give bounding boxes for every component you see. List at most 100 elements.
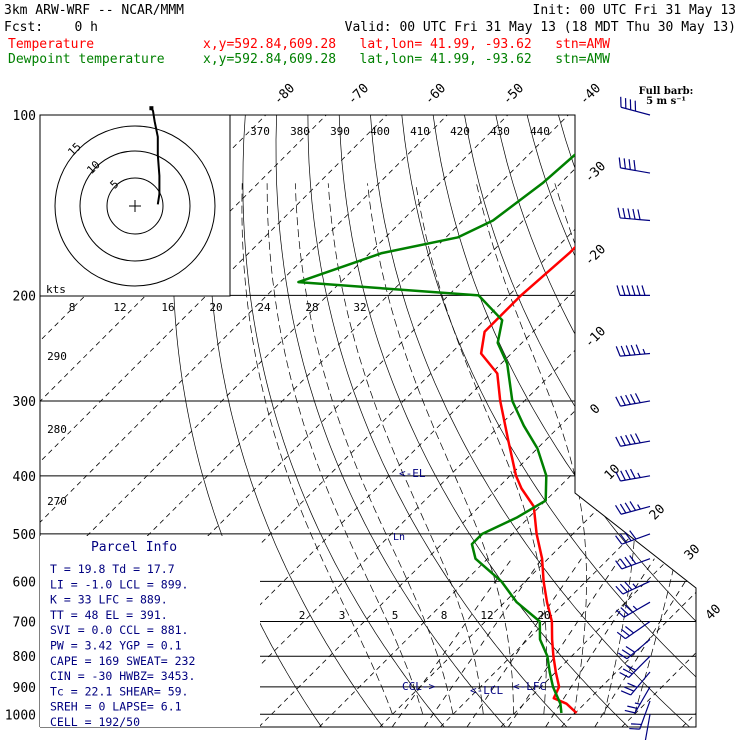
- isotherm: [440, 115, 696, 727]
- init-time: Init: 00 UTC Fri 31 May 13: [533, 3, 737, 18]
- parcel-row: CELL = 192/50: [50, 715, 140, 729]
- dry-adiabat: [432, 115, 696, 727]
- mixing-ratio-label: 8: [441, 609, 448, 622]
- mixing-ratio-label: 12: [480, 609, 493, 622]
- lfc-marker: <-LFC: [513, 680, 546, 693]
- theta-label: 400: [370, 125, 390, 138]
- theta-label: 420: [450, 125, 470, 138]
- barb-legend-unit: 5 m s⁻¹: [646, 96, 686, 107]
- wind-barb-icon: [615, 433, 651, 447]
- dry-adiabat: [275, 115, 506, 727]
- mixing-ratio-top-label: 20: [209, 301, 222, 314]
- hodograph-unit: kts: [46, 283, 66, 296]
- wind-barb-icon: [615, 344, 651, 357]
- isotherm: [40, 115, 509, 727]
- mixing-ratio-line: [424, 558, 543, 727]
- mixing-ratio-top-label: 16: [161, 301, 174, 314]
- theta-side-label: 290: [47, 350, 67, 363]
- parcel-row: K = 33 LFC = 889.: [50, 593, 168, 607]
- wind-barb-icon: [619, 655, 651, 678]
- isotherm: [40, 115, 388, 727]
- ccl-marker: CCL->: [402, 680, 435, 693]
- theta-label: 370: [250, 125, 270, 138]
- wind-barb-icon: [617, 207, 651, 222]
- hodograph-trace: [150, 107, 161, 205]
- hodograph-ring: [106, 177, 164, 235]
- wind-barb-icon: [615, 501, 651, 515]
- pressure-label: 800: [13, 650, 36, 665]
- moist-adiabat: [294, 183, 454, 715]
- wind-barb-icon: [629, 700, 651, 730]
- wind-barb-icon: [620, 96, 651, 116]
- dewpoint-profile: [297, 115, 618, 714]
- dry-adiabat: [242, 115, 445, 727]
- mixing-ratio-line: [466, 558, 582, 727]
- mixing-ratio-label: 5: [392, 609, 399, 622]
- parcel-row: SVI = 0.0 CCL = 881.: [50, 623, 188, 637]
- wind-barb-icon: [615, 393, 651, 407]
- mixing-ratio-label: 2: [299, 609, 306, 622]
- parcel-row: CIN = -30 HWBZ= 3453.: [50, 669, 195, 683]
- barb-legend-title: Full barb:: [639, 86, 694, 97]
- moist-adiabat: [241, 183, 393, 715]
- pressure-label: 900: [13, 681, 36, 696]
- wind-barb-icon: [615, 580, 651, 595]
- pressure-label: 600: [13, 575, 36, 590]
- ln-marker: Ln: [393, 532, 405, 543]
- parcel-row: T = 19.8 Td = 17.7: [50, 562, 175, 576]
- dry-adiabat: [401, 115, 696, 727]
- mixing-ratio-line: [507, 558, 621, 727]
- dry-adiabat: [338, 115, 629, 727]
- valid-time: Valid: 00 UTC Fri 31 May 13 (18 MDT Thu …: [345, 20, 736, 35]
- dry-adiabat: [307, 115, 568, 727]
- wind-barb-icon: [615, 555, 651, 570]
- isotherm: [258, 115, 696, 727]
- isotherm: [500, 115, 696, 727]
- parcel-row: Tc = 22.1 SHEAR= 59.: [50, 684, 188, 698]
- pressure-label: 400: [13, 470, 36, 485]
- hodograph-ring: [79, 150, 191, 262]
- parcel-info-title: Parcel Info: [91, 540, 177, 555]
- dewpoint-location: x,y=592.84,609.28 lat,lon= 41.99, -93.62…: [203, 52, 610, 67]
- hodograph-ring: [54, 125, 216, 287]
- parcel-info-panel: [40, 536, 260, 727]
- dry-adiabat: [370, 115, 690, 727]
- moist-adiabat: [415, 183, 547, 715]
- pressure-label: 500: [13, 528, 36, 543]
- theta-side-label: 280: [47, 423, 67, 436]
- parcel-row: PW = 3.42 YGP = 0.1: [50, 639, 182, 653]
- pressure-label: 100: [13, 109, 36, 124]
- el-marker: <-EL: [399, 467, 426, 480]
- theta-label: 430: [490, 125, 510, 138]
- parcel-row: CAPE = 169 SWEAT= 232: [50, 654, 195, 668]
- pressure-label: 700: [13, 615, 36, 630]
- mixing-ratio-label: 3: [339, 609, 346, 622]
- temperature-legend: Temperature: [8, 37, 94, 52]
- wind-barb-icon: [615, 530, 651, 545]
- lcl-marker: <-LCL: [470, 684, 503, 697]
- theta-side-label: 270: [47, 495, 67, 508]
- theta-label: 380: [290, 125, 310, 138]
- wind-barb-icon: [616, 620, 651, 640]
- moist-adiabat: [476, 183, 587, 715]
- moist-adiabat: [327, 183, 484, 715]
- mixing-ratio-line: [594, 558, 696, 727]
- theta-label: 440: [530, 125, 550, 138]
- wind-barb-icon: [617, 638, 651, 660]
- mixing-ratio-line: [391, 558, 513, 727]
- temperature-location: x,y=592.84,609.28 lat,lon= 41.99, -93.62…: [203, 37, 610, 52]
- mixing-ratio-top-label: 24: [257, 301, 271, 314]
- wind-barb-icon: [620, 671, 651, 696]
- parcel-row: LI = -1.0 LCL = 899.: [50, 577, 188, 591]
- wind-barb-icon: [624, 686, 651, 714]
- dry-adiabat: [208, 115, 384, 727]
- theta-label: 410: [410, 125, 430, 138]
- parcel-row: TT = 48 EL = 391.: [50, 608, 168, 622]
- pressure-label: 300: [13, 395, 36, 410]
- isotherm: [40, 115, 448, 727]
- wind-barb-icon: [616, 601, 651, 618]
- wind-barb-icon: [615, 468, 651, 482]
- pressure-label: 200: [13, 289, 36, 304]
- wind-barb-icon: [616, 285, 650, 297]
- model-name: 3km ARW-WRF -- NCAR/MMM: [4, 3, 184, 18]
